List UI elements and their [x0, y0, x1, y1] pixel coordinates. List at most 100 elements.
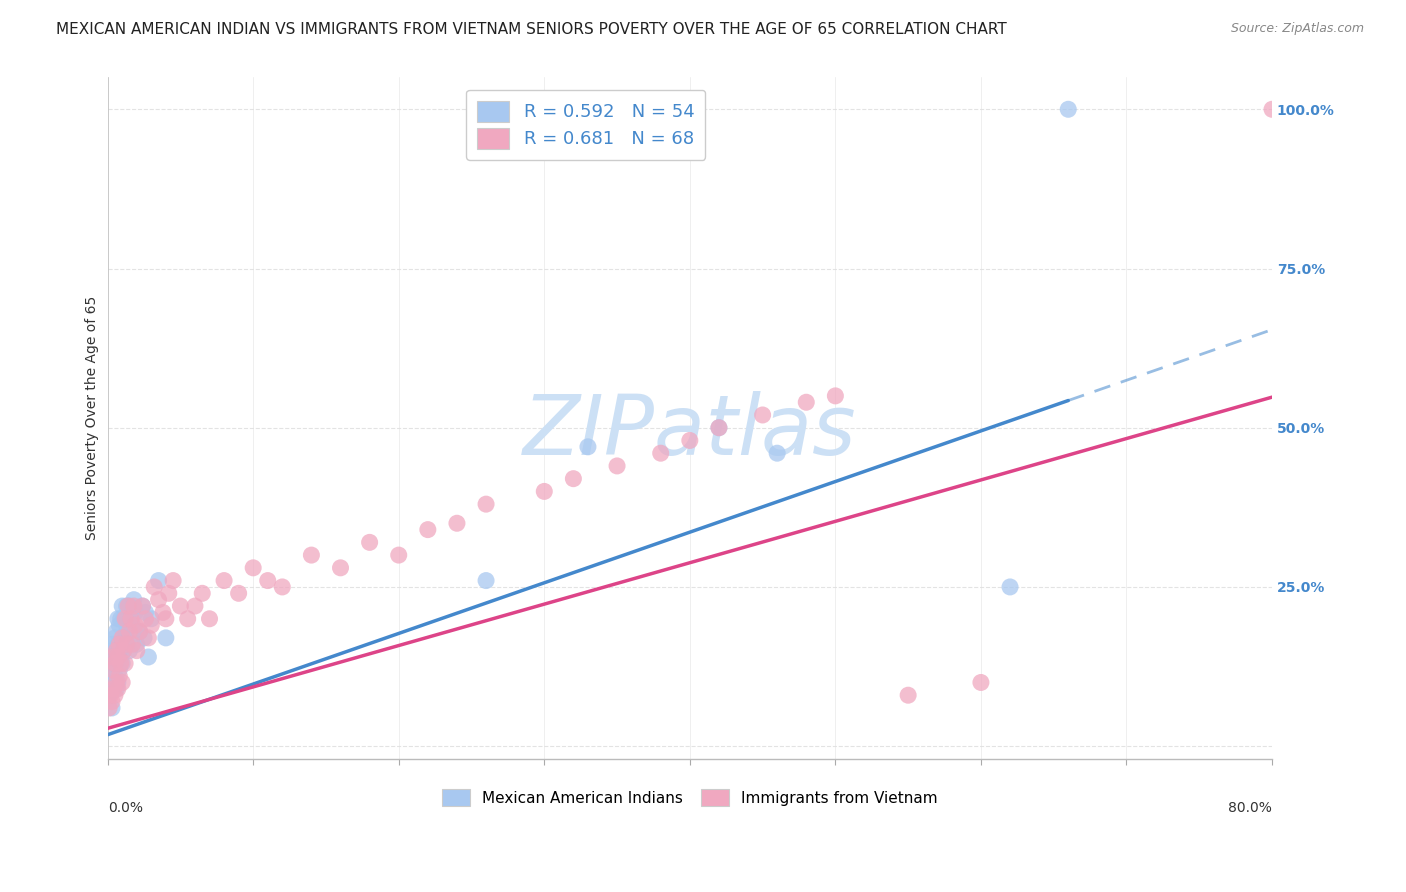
Point	[107, 650, 129, 665]
Point	[121, 637, 143, 651]
Point	[162, 574, 184, 588]
Point	[122, 592, 145, 607]
Text: 0.0%: 0.0%	[108, 800, 142, 814]
Text: ZIPatlas: ZIPatlas	[523, 392, 856, 472]
Point	[101, 701, 124, 715]
Point	[388, 548, 411, 562]
Point	[103, 681, 125, 696]
Point	[111, 675, 134, 690]
Point	[110, 612, 132, 626]
Point	[108, 618, 131, 632]
Point	[107, 681, 129, 696]
Point	[105, 681, 128, 696]
Point	[107, 675, 129, 690]
Point	[112, 643, 135, 657]
Point	[108, 637, 131, 651]
Point	[103, 643, 125, 657]
Point	[111, 599, 134, 613]
Point	[98, 701, 121, 715]
Point	[707, 421, 730, 435]
Point	[256, 574, 278, 588]
Point	[446, 516, 468, 531]
Point	[118, 599, 141, 613]
Point	[176, 612, 198, 626]
Point	[98, 688, 121, 702]
Point	[169, 599, 191, 613]
Point	[134, 612, 156, 626]
Point	[212, 574, 235, 588]
Point	[112, 643, 135, 657]
Point	[121, 618, 143, 632]
Point	[104, 650, 127, 665]
Point	[184, 599, 207, 613]
Point	[191, 586, 214, 600]
Point	[105, 643, 128, 657]
Point	[101, 663, 124, 677]
Point	[155, 612, 177, 626]
Point	[100, 688, 122, 702]
Point	[100, 650, 122, 665]
Point	[155, 631, 177, 645]
Point	[148, 592, 170, 607]
Point	[122, 599, 145, 613]
Point	[114, 631, 136, 645]
Point	[242, 561, 264, 575]
Point	[103, 681, 125, 696]
Point	[111, 631, 134, 645]
Point	[104, 669, 127, 683]
Point	[108, 643, 131, 657]
Point	[114, 657, 136, 671]
Y-axis label: Seniors Poverty Over the Age of 65: Seniors Poverty Over the Age of 65	[86, 296, 100, 541]
Point	[271, 580, 294, 594]
Point	[100, 675, 122, 690]
Point	[104, 631, 127, 645]
Point	[138, 631, 160, 645]
Point	[766, 446, 789, 460]
Point	[101, 695, 124, 709]
Point	[751, 408, 773, 422]
Point	[115, 637, 138, 651]
Legend: Mexican American Indians, Immigrants from Vietnam: Mexican American Indians, Immigrants fro…	[436, 782, 943, 813]
Point	[475, 497, 498, 511]
Point	[124, 618, 146, 632]
Point	[707, 421, 730, 435]
Point	[103, 657, 125, 671]
Point	[134, 606, 156, 620]
Point	[132, 631, 155, 645]
Point	[107, 650, 129, 665]
Text: Source: ZipAtlas.com: Source: ZipAtlas.com	[1230, 22, 1364, 36]
Point	[120, 612, 142, 626]
Point	[794, 395, 817, 409]
Point	[533, 484, 555, 499]
Point	[228, 586, 250, 600]
Point	[101, 637, 124, 651]
Point	[128, 624, 150, 639]
Point	[198, 612, 221, 626]
Point	[141, 612, 163, 626]
Point	[1057, 103, 1080, 117]
Point	[105, 675, 128, 690]
Point	[105, 657, 128, 671]
Point	[131, 599, 153, 613]
Text: 80.0%: 80.0%	[1229, 800, 1272, 814]
Point	[157, 586, 180, 600]
Point	[115, 624, 138, 639]
Point	[105, 624, 128, 639]
Text: MEXICAN AMERICAN INDIAN VS IMMIGRANTS FROM VIETNAM SENIORS POVERTY OVER THE AGE : MEXICAN AMERICAN INDIAN VS IMMIGRANTS FR…	[56, 22, 1007, 37]
Point	[107, 637, 129, 651]
Point	[475, 574, 498, 588]
Point	[107, 612, 129, 626]
Point	[117, 599, 139, 613]
Point	[125, 637, 148, 651]
Point	[329, 561, 352, 575]
Point	[1261, 103, 1284, 117]
Point	[138, 650, 160, 665]
Point	[118, 624, 141, 639]
Point	[679, 434, 702, 448]
Point	[112, 612, 135, 626]
Point	[117, 637, 139, 651]
Point	[143, 580, 166, 594]
Point	[110, 657, 132, 671]
Point	[650, 446, 672, 460]
Point	[359, 535, 381, 549]
